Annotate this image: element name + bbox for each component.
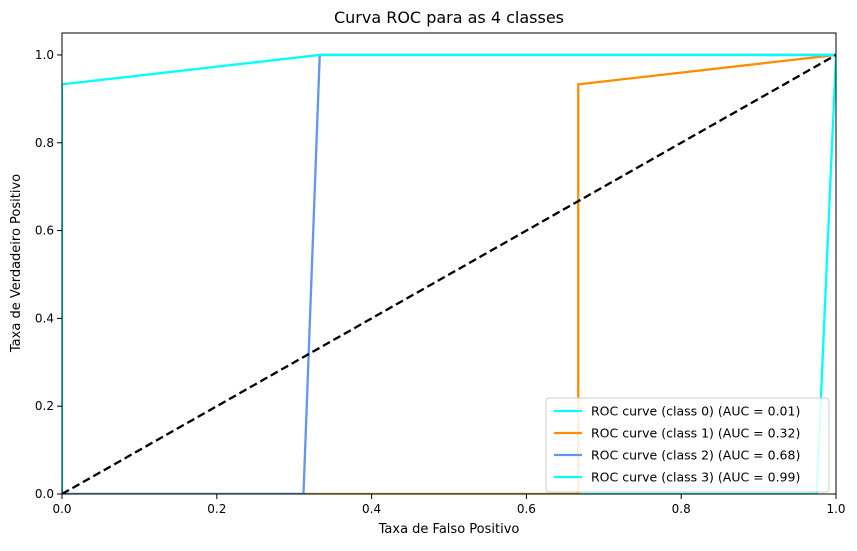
y-tick-label: 1.0 — [35, 48, 54, 62]
x-tick-label: 0.4 — [362, 502, 381, 516]
roc-curve-class-0 — [62, 54, 836, 494]
x-tick-label: 0.6 — [517, 502, 536, 516]
x-axis-ticks: 0.0 0.2 0.4 0.6 0.8 1.0 — [52, 494, 846, 516]
roc-curve-class-1 — [62, 53, 836, 494]
x-tick-label: 1.0 — [826, 502, 845, 516]
chance-diagonal-line — [62, 53, 836, 494]
y-tick-label: 0.4 — [35, 311, 54, 325]
y-axis-label: Taxa de Verdadeiro Positivo — [9, 174, 24, 353]
x-axis-label: Taxa de Falso Positivo — [378, 522, 520, 537]
chart-title: Curva ROC para as 4 classes — [334, 8, 564, 27]
roc-curve-class-3 — [62, 53, 836, 494]
y-axis-ticks: 0.0 0.2 0.4 0.6 0.8 1.0 — [35, 48, 62, 501]
x-tick-label: 0.0 — [52, 502, 71, 516]
legend-entry-label: ROC curve (class 2) (AUC = 0.68) — [591, 448, 800, 463]
legend-box — [545, 397, 830, 493]
series-layer — [62, 53, 836, 494]
y-tick-label: 0.6 — [35, 224, 54, 238]
y-tick-label: 0.0 — [35, 487, 54, 501]
legend-entry-label: ROC curve (class 0) (AUC = 0.01) — [591, 404, 800, 419]
legend-entry-label: ROC curve (class 3) (AUC = 0.99) — [591, 470, 800, 485]
y-tick-label: 0.2 — [35, 399, 54, 413]
legend-entry-label: ROC curve (class 1) (AUC = 0.32) — [591, 426, 800, 441]
plot-frame — [61, 32, 837, 495]
y-tick-label: 0.8 — [35, 136, 54, 150]
legend: ROC curve (class 0) (AUC = 0.01) ROC curv… — [545, 397, 830, 493]
x-tick-label: 0.2 — [207, 502, 226, 516]
x-tick-label: 0.8 — [672, 502, 691, 516]
